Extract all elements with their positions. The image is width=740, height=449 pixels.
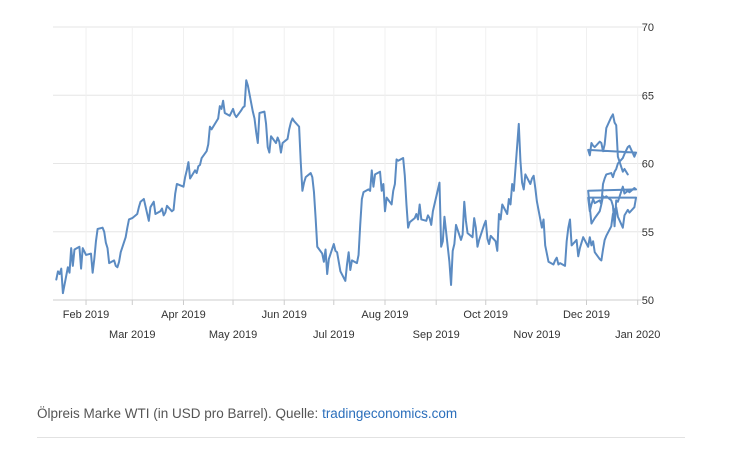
x-tick-label-10: Dec 2019 — [563, 309, 610, 321]
caption-text: Ölpreis Marke WTI (in USD pro Barrel). Q… — [37, 406, 323, 421]
y-axis-tick-labels: 50 55 60 65 70 — [642, 22, 654, 307]
x-tick-label-7: Sep 2019 — [413, 329, 460, 341]
series-layer — [55, 79, 638, 295]
y-tick-label-60: 60 — [642, 159, 654, 171]
y-tick-label-65: 65 — [642, 90, 654, 102]
y-tick-label-70: 70 — [642, 22, 654, 34]
x-tick-label-0: Feb 2019 — [63, 309, 109, 321]
chart-caption: Ölpreis Marke WTI (in USD pro Barrel). Q… — [37, 406, 457, 421]
x-tick-label-4: Jun 2019 — [262, 309, 307, 321]
x-tick-label-6: Aug 2019 — [361, 309, 408, 321]
grid — [53, 26, 644, 301]
divider — [37, 437, 685, 438]
x-tick-label-2: Apr 2019 — [161, 309, 206, 321]
x-tick-label-3: May 2019 — [209, 329, 257, 341]
x-tick-label-1: Mar 2019 — [109, 329, 155, 341]
x-tick-label-5: Jul 2019 — [313, 329, 355, 341]
x-tick-label-11: Jan 2020 — [615, 329, 660, 341]
series-line-0 — [55, 79, 638, 295]
source-link[interactable]: tradingeconomics.com — [322, 406, 458, 421]
y-tick-label-55: 55 — [642, 227, 654, 239]
y-tick-label-50: 50 — [642, 295, 654, 307]
x-tick-label-9: Nov 2019 — [513, 329, 560, 341]
x-tick-label-8: Oct 2019 — [463, 309, 508, 321]
